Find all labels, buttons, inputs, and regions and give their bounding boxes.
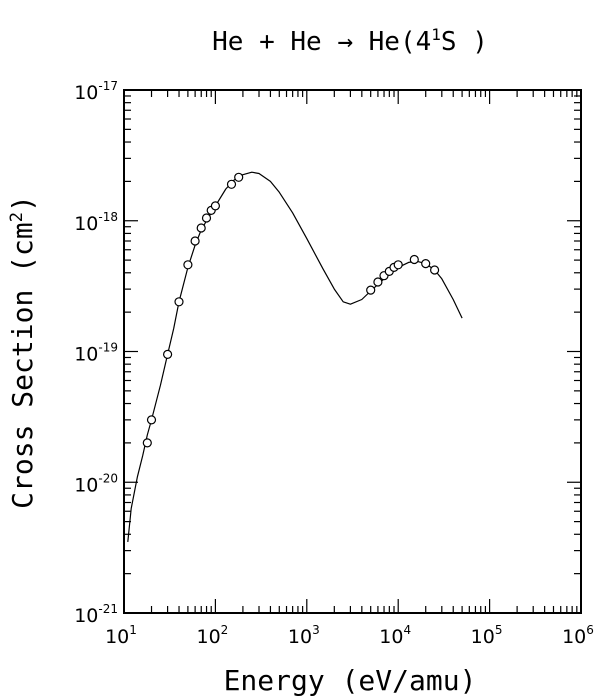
data-point <box>174 297 184 307</box>
data-point <box>201 213 212 223</box>
data-point <box>146 415 157 425</box>
x-tick-label: 102 <box>196 623 228 648</box>
data-point <box>409 254 419 265</box>
x-tick-label: 103 <box>288 623 320 648</box>
data-point <box>183 260 193 270</box>
y-tick-label: 10-18 <box>74 210 118 235</box>
chart-title-suffix: S ) <box>441 27 488 57</box>
y-tick-label-exponent: -20 <box>98 471 118 485</box>
x-tick-label-base: 10 <box>105 626 129 648</box>
labels-group: 101 102 103 104 105 10610-2110-2010-1910-1810… <box>74 79 594 648</box>
data-point <box>163 349 173 359</box>
x-tick-label-base: 10 <box>471 626 495 648</box>
y-axis-label: Cross Section (cm2) <box>6 195 39 509</box>
x-tick-label-exponent: 2 <box>221 623 229 637</box>
y-tick-label: 10-20 <box>74 471 118 496</box>
y-tick-label-base: 10 <box>74 474 98 496</box>
y-tick-label: 10-17 <box>74 79 118 104</box>
x-axis-label: Energy (eV/amu) <box>224 664 477 696</box>
y-tick-label-base: 10 <box>74 605 98 627</box>
x-tick-label: 104 <box>379 623 411 648</box>
data-point <box>142 438 152 448</box>
data-point <box>210 201 220 211</box>
x-tick-label-exponent: 1 <box>129 623 137 637</box>
x-tick-label-base: 10 <box>379 626 403 648</box>
y-tick-label-exponent: -19 <box>98 341 118 355</box>
x-tick-label-base: 10 <box>196 626 220 648</box>
y-axis-label-prefix: Cross Section (cm <box>6 222 39 509</box>
data-point <box>234 172 244 182</box>
x-tick-label-exponent: 6 <box>586 623 594 637</box>
data-point <box>430 265 440 275</box>
y-tick-label: 10-21 <box>74 602 118 627</box>
y-tick-label-base: 10 <box>74 82 98 104</box>
chart-title-superscript: 1 <box>431 25 441 44</box>
x-tick-label: 105 <box>471 623 503 648</box>
data-point <box>373 277 383 287</box>
x-tick-label-exponent: 4 <box>403 623 411 637</box>
y-tick-label-exponent: -21 <box>98 602 118 616</box>
series-group <box>127 171 463 542</box>
plot-frame-group <box>123 89 582 614</box>
y-tick-label-exponent: -17 <box>98 79 118 93</box>
x-tick-label-exponent: 3 <box>312 623 320 637</box>
chart-title: He + He → He(41S ) <box>212 25 488 57</box>
x-tick-label-exponent: 5 <box>495 623 503 637</box>
y-tick-label-base: 10 <box>74 213 98 235</box>
x-tick-label: 106 <box>562 623 594 648</box>
data-point <box>393 260 403 270</box>
data-point <box>366 285 376 295</box>
y-axis-label-suffix: ) <box>6 195 39 212</box>
y-tick-label-exponent: -18 <box>98 210 118 224</box>
x-tick-label-base: 10 <box>288 626 312 648</box>
data-point <box>226 179 237 189</box>
x-tick-label: 101 <box>105 623 137 648</box>
y-axis-label-superscript: 2 <box>7 212 27 222</box>
plot-frame <box>123 89 582 614</box>
y-tick-label-base: 10 <box>74 344 98 366</box>
chart-title-prefix: He + He → He(4 <box>212 27 431 57</box>
data-point <box>190 236 200 246</box>
x-tick-label-base: 10 <box>562 626 586 648</box>
theory-curve <box>127 171 463 542</box>
y-tick-label: 10-19 <box>74 341 118 366</box>
tick-marks-group <box>123 89 582 614</box>
data-point <box>196 223 206 233</box>
data-point <box>421 259 431 269</box>
